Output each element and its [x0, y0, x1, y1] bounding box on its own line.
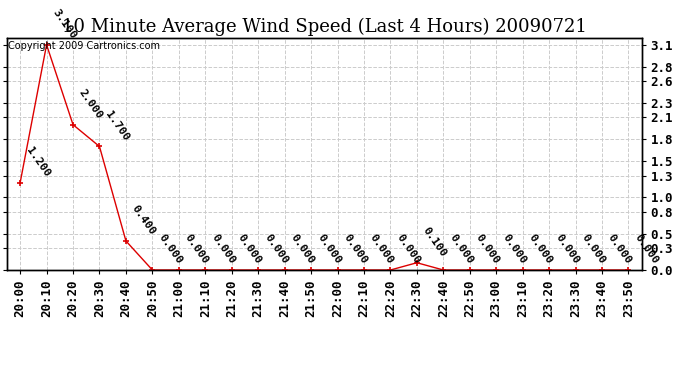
Text: 0.000: 0.000 — [236, 232, 264, 266]
Text: 0.000: 0.000 — [395, 232, 422, 266]
Text: 2.000: 2.000 — [77, 87, 105, 120]
Text: 0.000: 0.000 — [633, 232, 660, 266]
Text: 0.000: 0.000 — [553, 232, 581, 266]
Text: 0.000: 0.000 — [262, 232, 290, 266]
Title: 10 Minute Average Wind Speed (Last 4 Hours) 20090721: 10 Minute Average Wind Speed (Last 4 Hou… — [62, 18, 586, 36]
Text: 0.100: 0.100 — [421, 225, 448, 259]
Text: 0.000: 0.000 — [607, 232, 633, 266]
Text: 0.000: 0.000 — [210, 232, 237, 266]
Text: Copyright 2009 Cartronics.com: Copyright 2009 Cartronics.com — [8, 41, 159, 51]
Text: 0.000: 0.000 — [157, 232, 184, 266]
Text: 3.100: 3.100 — [51, 7, 78, 40]
Text: 0.000: 0.000 — [474, 232, 502, 266]
Text: 0.000: 0.000 — [500, 232, 528, 266]
Text: 0.000: 0.000 — [368, 232, 395, 266]
Text: 0.000: 0.000 — [580, 232, 607, 266]
Text: 0.400: 0.400 — [130, 203, 157, 237]
Text: 0.000: 0.000 — [527, 232, 554, 266]
Text: 0.000: 0.000 — [448, 232, 475, 266]
Text: 1.700: 1.700 — [104, 109, 131, 142]
Text: 1.200: 1.200 — [24, 145, 52, 178]
Text: 0.000: 0.000 — [315, 232, 343, 266]
Text: 0.000: 0.000 — [183, 232, 210, 266]
Text: 0.000: 0.000 — [342, 232, 369, 266]
Text: 0.000: 0.000 — [289, 232, 316, 266]
